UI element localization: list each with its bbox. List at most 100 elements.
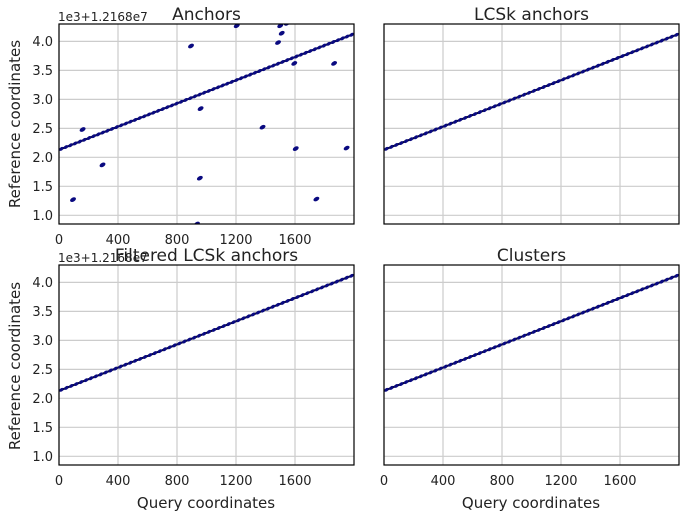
anchor-point [303, 50, 308, 55]
anchor-point [285, 298, 290, 303]
anchor-point [132, 358, 138, 363]
anchor-point [398, 141, 404, 146]
anchor-point [482, 108, 488, 113]
anchor-point [197, 92, 202, 97]
y-axis-label-top: Reference coordinates [6, 40, 24, 208]
anchor-point [610, 298, 615, 303]
anchor-point [192, 94, 198, 99]
anchor-point [88, 376, 94, 381]
anchor-point [625, 293, 630, 298]
anchor-point [127, 360, 133, 365]
anchor-point [321, 43, 327, 48]
anchor-point [298, 52, 304, 57]
axes-frame [58, 23, 355, 225]
anchor-point [252, 70, 258, 75]
anchor-point [649, 283, 655, 288]
anchor-point [438, 366, 443, 371]
anchor-point [644, 285, 650, 290]
anchor-point [433, 368, 438, 373]
anchor-point [326, 41, 331, 46]
anchor-point [349, 273, 354, 278]
anchor-point [331, 61, 338, 66]
anchor-point [123, 121, 129, 126]
anchor-point [108, 368, 113, 373]
anchor-point [428, 129, 434, 134]
anchor-point [82, 137, 87, 142]
anchor-point [659, 38, 665, 43]
anchor-point [304, 291, 310, 296]
anchor-point [600, 61, 606, 66]
anchor-point [270, 304, 276, 309]
anchor-point [151, 110, 156, 115]
x-tick-label: 800 [490, 474, 515, 489]
anchor-point [152, 351, 158, 356]
anchor-point [433, 127, 438, 132]
anchor-point [229, 79, 235, 84]
anchor-point [157, 349, 163, 354]
panel-title: Clusters [497, 246, 566, 266]
y-tick-label: 1.0 [32, 450, 53, 465]
anchor-point [201, 90, 207, 95]
anchor-point [492, 345, 497, 350]
anchor-point [580, 69, 586, 74]
anchor-point [467, 114, 473, 118]
anchor-point [526, 331, 532, 336]
anchor-point [536, 86, 542, 91]
anchor-point [109, 126, 115, 131]
anchor-point [497, 343, 502, 348]
anchor-point [183, 98, 189, 102]
anchor-point [595, 63, 601, 68]
anchor-point [477, 351, 483, 356]
anchor-point [186, 337, 192, 342]
anchor-point [438, 125, 443, 130]
anchor-point [64, 385, 69, 390]
anchor-point [551, 322, 556, 327]
anchor-point [188, 96, 193, 101]
anchor-point [63, 145, 69, 150]
anchor-point [68, 143, 73, 148]
anchor-point [521, 92, 527, 97]
anchor-point [294, 54, 299, 59]
alignment-line [384, 273, 679, 392]
anchor-point [649, 42, 655, 47]
anchor-point [196, 333, 202, 338]
anchor-point [216, 326, 222, 330]
anchor-point [137, 356, 143, 361]
anchor-point [462, 356, 468, 361]
anchor-point [389, 385, 394, 390]
anchor-point [615, 56, 620, 60]
anchor-point [114, 125, 119, 130]
anchor-point [280, 59, 285, 64]
anchor-point [221, 324, 227, 329]
anchor-point [330, 40, 336, 44]
anchor-point [477, 110, 483, 115]
anchor-point [654, 40, 660, 45]
y-tick-label: 3.0 [32, 334, 53, 349]
anchor-point [462, 115, 468, 120]
anchor-point [448, 121, 453, 126]
anchor-point [536, 327, 542, 332]
anchor-point [452, 119, 458, 124]
anchor-point [319, 285, 325, 290]
anchor-point [590, 65, 596, 70]
anchor-point [654, 281, 660, 286]
anchor-point [132, 117, 138, 122]
anchor-point [220, 83, 225, 88]
anchor-point [226, 322, 231, 327]
plot-area [59, 273, 354, 392]
anchor-point [146, 112, 152, 117]
anchor-point [177, 341, 182, 346]
anchor-point [284, 58, 290, 63]
anchor-point [403, 139, 409, 144]
anchor-point [105, 128, 110, 133]
anchor-point [575, 71, 581, 76]
anchor-point [243, 74, 249, 79]
anchor-point [83, 378, 89, 383]
anchor-point [561, 318, 566, 323]
anchor-point [507, 339, 512, 344]
anchor-point [457, 117, 463, 122]
anchor-point [570, 73, 576, 78]
anchor-point [389, 144, 394, 149]
anchor-point [575, 312, 581, 317]
y-tick-label: 1.5 [32, 180, 53, 195]
